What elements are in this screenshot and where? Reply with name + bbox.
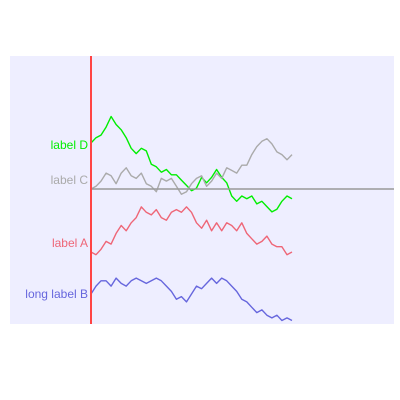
series-label-2: label A	[52, 236, 88, 250]
series-label-3: long label B	[25, 287, 88, 301]
series-label-1: label C	[51, 173, 89, 187]
plot-background	[10, 56, 394, 324]
series-label-0: label D	[51, 138, 89, 152]
